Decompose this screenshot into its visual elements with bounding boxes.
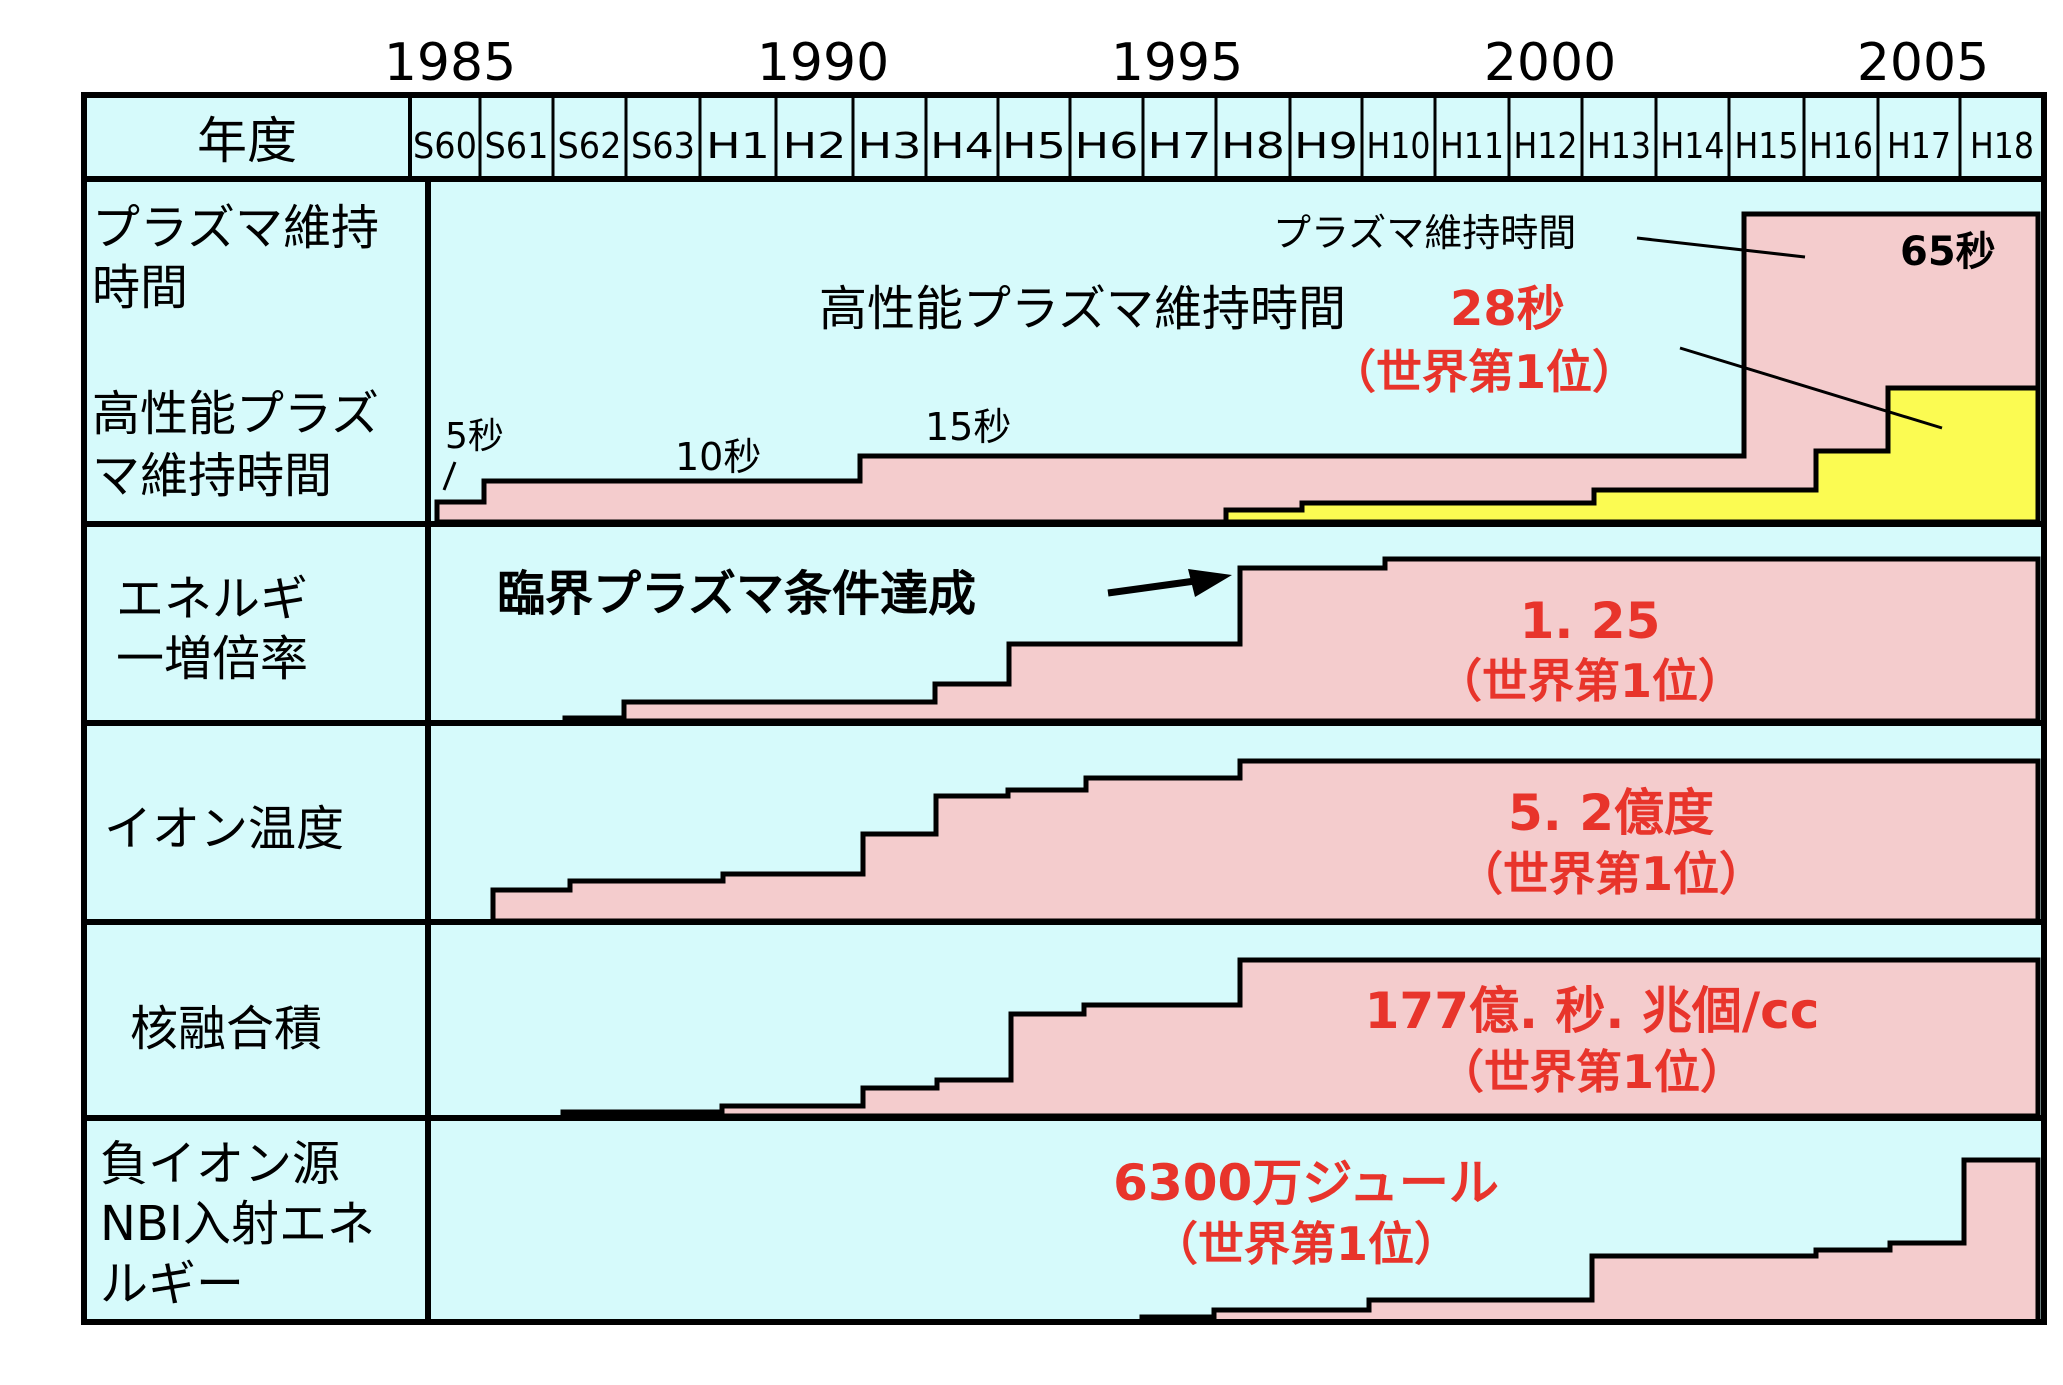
critical-arrow-head [1188, 569, 1232, 597]
fiscal-year-label: H16 [1809, 126, 1873, 167]
nbi-energy-step [1139, 1157, 2041, 1325]
fiscal-year-label: H1 [706, 126, 770, 167]
fiscal-year-label: S62 [558, 126, 622, 167]
high-perf-time-step [1223, 385, 2041, 525]
plasma-time-leader [1636, 236, 1806, 259]
row-label-line: プラズマ維持 [92, 200, 379, 256]
fiscal-year-label: H18 [1970, 126, 2034, 167]
row-label-line: 一増倍率 [116, 631, 308, 687]
calendar-year-label: 2005 [1857, 33, 1989, 93]
fiscal-year-label: S60 [413, 126, 477, 167]
critical-arrow-shaft [1107, 577, 1196, 597]
fiscal-year-label: H7 [1148, 126, 1212, 167]
row-label-plasma-time: プラズマ維持 時間 [92, 200, 394, 316]
fiscal-year-dividers [478, 95, 1962, 179]
fiscal-year-label: H5 [1002, 126, 1066, 167]
value-10s: 10秒 [675, 435, 761, 479]
fiscal-year-label: H12 [1514, 126, 1578, 167]
labels-background [84, 179, 428, 1322]
fiscal-year-label: H2 [783, 126, 847, 167]
row-label-high-perf-time: 高性能プラズ マ維持時間 [92, 386, 394, 504]
fiscal-year-label: H13 [1587, 126, 1651, 167]
value-15s: 15秒 [925, 405, 1011, 449]
nbi-energy-world-first: （世界第1位） [1152, 1217, 1460, 1271]
row-label-line: ルギー [100, 1256, 244, 1312]
value-5s: 5秒 [445, 416, 504, 457]
fiscal-year-label: H10 [1367, 126, 1431, 167]
row-label-line: 高性能プラズ [92, 386, 379, 442]
energy-gain-step [562, 556, 2041, 724]
fiscal-year-label: H8 [1221, 126, 1285, 167]
fiscal-year-label: H15 [1735, 126, 1799, 167]
calendar-year-label: 1985 [384, 33, 516, 93]
critical-condition-annotation: 臨界プラズマ条件達成 [497, 566, 976, 622]
row-label-ion-temperature: イオン温度 [104, 801, 344, 857]
row-label-nbi-energy: 負イオン源 NBI入射エネ ルギー [100, 1136, 390, 1312]
row-label-line: マ維持時間 [92, 448, 332, 504]
calendar-year-label: 2000 [1484, 33, 1616, 93]
fiscal-year-label: H9 [1294, 126, 1358, 167]
value-5s-leader [442, 461, 457, 491]
hp-time-leader [1679, 346, 1943, 430]
hp-time-annotation: 高性能プラズマ維持時間 [819, 281, 1346, 337]
fusion-product-step [560, 957, 2041, 1119]
fiscal-year-label: H11 [1440, 126, 1504, 167]
hp-time-value: 28秒 [1450, 281, 1565, 337]
fusion-product-value: 177億. 秒. 兆個/cc [1365, 982, 1820, 1040]
row-label-line: 核融合積 [130, 1001, 322, 1057]
fiscal-year-label: S61 [485, 126, 549, 167]
calendar-year-label: 1990 [757, 33, 889, 93]
nbi-energy-value: 6300万ジュール [1113, 1154, 1499, 1212]
row-label-fusion-product: 核融合積 [130, 1001, 322, 1057]
chart-frame [81, 92, 2047, 1325]
plasma-time-annotation: プラズマ維持時間 [1273, 211, 1576, 255]
ion-temperature-value: 5. 2億度 [1508, 784, 1714, 842]
energy-gain-value: 1. 25 [1520, 592, 1661, 650]
value-65s: 65秒 [1900, 229, 1996, 275]
row-label-line: 負イオン源 [100, 1136, 340, 1192]
ion-temperature-step [490, 758, 2041, 924]
year-header-label: 年度 [197, 112, 297, 170]
energy-gain-world-first: （世界第1位） [1436, 654, 1744, 708]
row-label-line: エネルギ [116, 571, 308, 627]
row-label-energy-gain: エネルギ 一増倍率 [116, 571, 323, 687]
fiscal-year-label: H4 [930, 126, 994, 167]
hp-time-world-first: （世界第1位） [1330, 345, 1638, 399]
fiscal-year-label: H3 [858, 126, 922, 167]
row-label-line: イオン温度 [104, 801, 344, 857]
fiscal-year-label: H14 [1661, 126, 1725, 167]
fiscal-year-labels: S60 S61 S62 S63 H1 H2 H3 H4 H5 H6 H7 H8 H9 H10 H11 H12 H… [413, 126, 2034, 167]
calendar-year-label: 1995 [1111, 33, 1243, 93]
row-label-line: 時間 [92, 260, 188, 316]
ion-temperature-world-first: （世界第1位） [1457, 847, 1765, 901]
fiscal-year-label: H6 [1075, 126, 1139, 167]
fusion-product-world-first: （世界第1位） [1438, 1045, 1746, 1099]
fiscal-year-label: H17 [1887, 126, 1951, 167]
calendar-year-labels: 1985 1990 1995 2000 2005 [384, 33, 1989, 93]
row-label-line: NBI入射エネ [100, 1196, 375, 1252]
fiscal-year-label: S63 [631, 126, 695, 167]
